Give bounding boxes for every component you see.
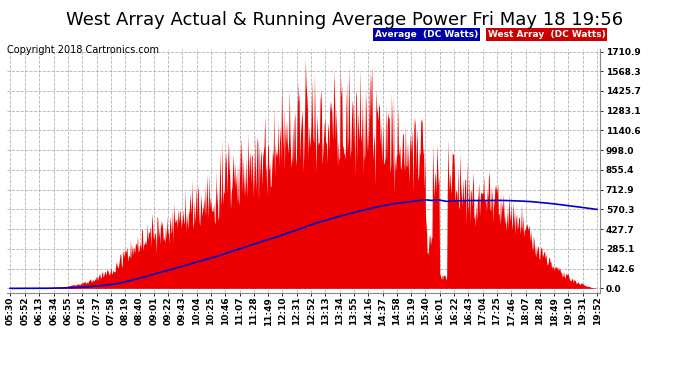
- Text: Average  (DC Watts): Average (DC Watts): [375, 30, 478, 39]
- Text: Copyright 2018 Cartronics.com: Copyright 2018 Cartronics.com: [7, 45, 159, 55]
- Text: West Array Actual & Running Average Power Fri May 18 19:56: West Array Actual & Running Average Powe…: [66, 11, 624, 29]
- Text: West Array  (DC Watts): West Array (DC Watts): [488, 30, 605, 39]
